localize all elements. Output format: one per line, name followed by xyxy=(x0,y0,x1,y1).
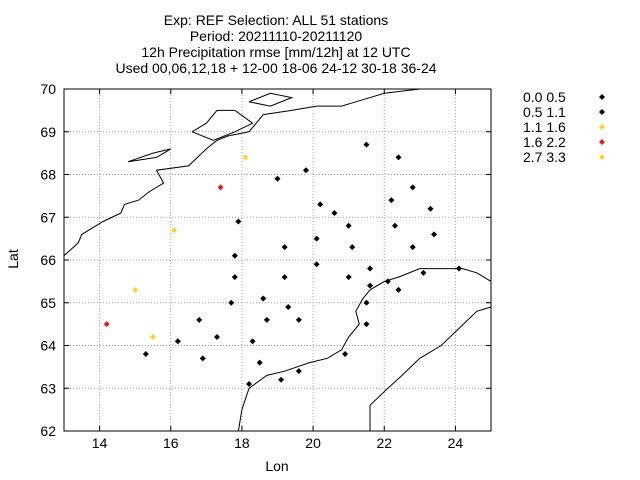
station-marker xyxy=(410,244,416,250)
station-marker xyxy=(171,227,177,233)
station-marker xyxy=(363,300,369,306)
station-marker xyxy=(314,236,320,242)
station-marker xyxy=(285,304,291,310)
station-marker xyxy=(349,244,355,250)
station-marker xyxy=(388,197,394,203)
station-marker xyxy=(456,266,462,272)
station-marker xyxy=(150,334,156,340)
station-marker xyxy=(282,274,288,280)
station-marker xyxy=(317,201,323,207)
legend-marker xyxy=(599,139,605,145)
station-marker xyxy=(342,351,348,357)
station-marker xyxy=(132,287,138,293)
coastline xyxy=(370,307,491,431)
x-tick-label: 16 xyxy=(163,435,179,451)
station-marker xyxy=(275,176,281,182)
station-marker xyxy=(410,184,416,190)
legend-marker xyxy=(599,109,605,115)
station-marker xyxy=(392,223,398,229)
station-marker xyxy=(218,184,224,190)
coastline xyxy=(249,93,292,106)
station-marker xyxy=(235,219,241,225)
station-markers xyxy=(104,142,462,387)
station-marker xyxy=(260,295,266,301)
axis-ticks: 14 16 18 20 22 24 62 63 64 65 66 67 68 69 70 xyxy=(40,81,491,451)
x-tick-label: 14 xyxy=(92,435,108,451)
legend-label: 2.7 3.3 xyxy=(523,149,566,165)
y-tick-label: 69 xyxy=(40,124,56,140)
station-marker xyxy=(282,244,288,250)
station-marker xyxy=(143,351,149,357)
title-line-1: Exp: REF Selection: ALL 51 stations xyxy=(164,12,388,28)
y-tick-label: 67 xyxy=(40,209,56,225)
station-marker xyxy=(428,206,434,212)
legend-label: 1.1 1.6 xyxy=(523,119,566,135)
station-marker xyxy=(264,317,270,323)
x-tick-label: 24 xyxy=(448,435,464,451)
x-tick-label: 18 xyxy=(234,435,250,451)
legend-marker xyxy=(599,94,605,100)
y-tick-label: 68 xyxy=(40,167,56,183)
station-marker xyxy=(296,368,302,374)
y-tick-label: 64 xyxy=(40,338,56,354)
station-marker xyxy=(363,321,369,327)
station-marker xyxy=(257,360,263,366)
coastline xyxy=(192,110,253,140)
station-marker xyxy=(175,338,181,344)
station-marker xyxy=(420,270,426,276)
coastline xyxy=(128,149,171,162)
station-marker xyxy=(363,142,369,148)
station-marker xyxy=(104,321,110,327)
chart-title: Exp: REF Selection: ALL 51 stations Peri… xyxy=(115,12,436,76)
grid-lines xyxy=(64,89,491,431)
station-marker xyxy=(232,253,238,259)
station-marker xyxy=(214,334,220,340)
station-marker xyxy=(395,154,401,160)
title-line-2: Period: 20211110-20211120 xyxy=(190,28,363,44)
y-tick-label: 63 xyxy=(40,380,56,396)
y-tick-label: 62 xyxy=(40,423,56,439)
x-tick-label: 20 xyxy=(305,435,321,451)
station-marker xyxy=(303,167,309,173)
station-marker xyxy=(367,283,373,289)
legend: 0.0 0.50.5 1.11.1 1.61.6 2.22.7 3.3 xyxy=(523,89,605,165)
station-marker xyxy=(246,381,252,387)
coastline xyxy=(238,269,491,431)
y-tick-label: 65 xyxy=(40,295,56,311)
station-marker xyxy=(250,338,256,344)
station-marker xyxy=(296,317,302,323)
y-tick-label: 66 xyxy=(40,252,56,268)
station-marker xyxy=(331,210,337,216)
station-marker xyxy=(367,266,373,272)
station-marker xyxy=(196,317,202,323)
station-marker xyxy=(431,231,437,237)
title-line-4: Used 00,06,12,18 + 12-00 18-06 24-12 30-… xyxy=(115,60,436,76)
station-marker xyxy=(395,287,401,293)
station-marker xyxy=(346,223,352,229)
legend-marker xyxy=(599,124,605,130)
station-marker xyxy=(242,154,248,160)
y-tick-label: 70 xyxy=(40,81,56,97)
legend-label: 0.0 0.5 xyxy=(523,89,566,105)
station-marker xyxy=(278,377,284,383)
legend-label: 0.5 1.1 xyxy=(523,104,566,120)
title-line-3: 12h Precipitation rmse [mm/12h] at 12 UT… xyxy=(141,44,410,60)
station-marker xyxy=(228,300,234,306)
x-axis-label: Lon xyxy=(265,458,288,474)
x-tick-label: 22 xyxy=(376,435,392,451)
y-axis-label: Lat xyxy=(5,249,21,269)
station-marker xyxy=(200,355,206,361)
station-marker xyxy=(314,261,320,267)
station-marker xyxy=(346,274,352,280)
station-marker xyxy=(232,274,238,280)
legend-label: 1.6 2.2 xyxy=(523,134,566,150)
legend-marker xyxy=(599,154,605,160)
